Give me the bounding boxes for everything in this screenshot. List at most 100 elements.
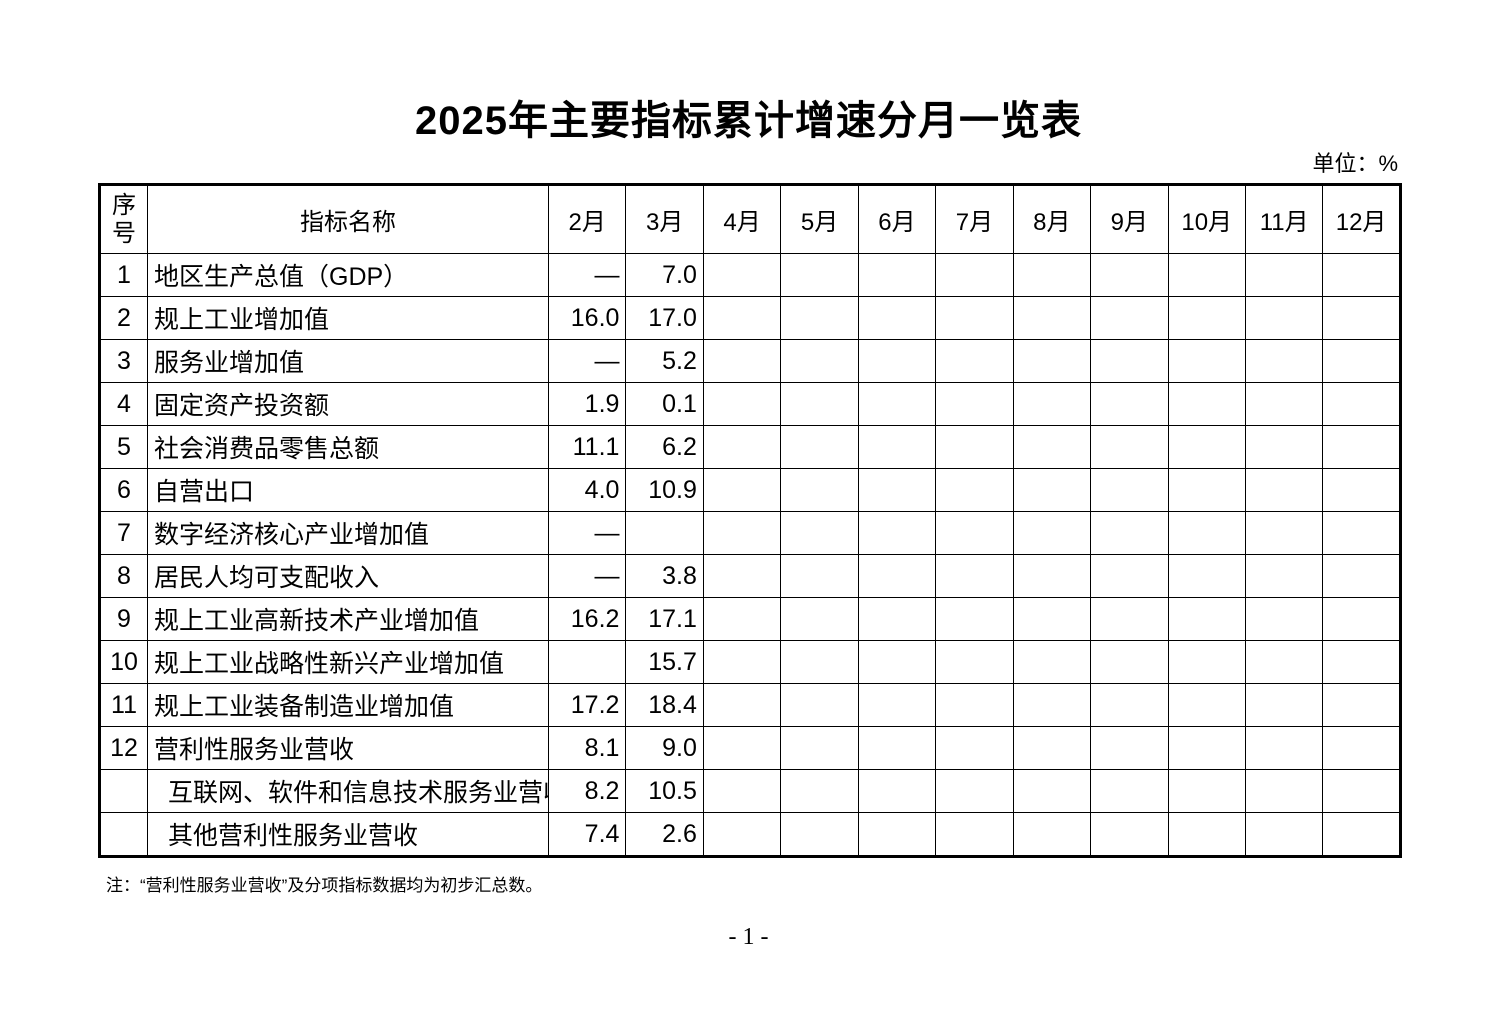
- header-name: 指标名称: [147, 184, 549, 254]
- row-value-empty: [1244, 812, 1324, 857]
- header-month: 6月: [857, 184, 937, 254]
- row-value: 6.2: [625, 425, 704, 469]
- table-row: 12 营利性服务业营收 8.1 9.0: [99, 726, 1401, 770]
- row-value-empty: [780, 812, 859, 857]
- row-value-empty: [1322, 683, 1401, 727]
- row-value-empty: [780, 382, 859, 426]
- row-value-empty: [935, 468, 1014, 512]
- row-value-empty: [1167, 253, 1246, 297]
- row-value-empty: [1167, 382, 1246, 426]
- header-month: 7月: [935, 184, 1014, 254]
- row-value-empty: [702, 769, 782, 813]
- row-value-empty: [935, 726, 1014, 770]
- row-value-empty: [935, 425, 1014, 469]
- row-value-empty: [780, 597, 859, 641]
- row-value-empty: [780, 468, 859, 512]
- row-value-empty: [857, 726, 937, 770]
- row-value-empty: [1167, 597, 1246, 641]
- row-value-empty: [702, 511, 782, 555]
- row-seq: 3: [99, 339, 148, 383]
- row-value-empty: [1322, 726, 1401, 770]
- row-value-empty: [935, 296, 1014, 340]
- row-value-empty: [857, 253, 937, 297]
- row-value-empty: [1322, 339, 1401, 383]
- row-value: 16.0: [547, 296, 627, 340]
- row-value-empty: [1322, 468, 1401, 512]
- table-row: 4 固定资产投资额 1.9 0.1: [99, 382, 1401, 426]
- row-value-empty: [1167, 726, 1246, 770]
- row-value-empty: [1244, 554, 1324, 598]
- row-value: 9.0: [625, 726, 704, 770]
- row-value-empty: [935, 683, 1014, 727]
- row-value-empty: [780, 769, 859, 813]
- row-indicator-name: 其他营利性服务业营收: [147, 812, 549, 857]
- row-value: —: [547, 339, 627, 383]
- row-value-empty: [1244, 253, 1324, 297]
- row-value-empty: [935, 253, 1014, 297]
- row-value-empty: [1322, 296, 1401, 340]
- row-value-empty: [1244, 597, 1324, 641]
- row-value-empty: [780, 425, 859, 469]
- row-seq: 6: [99, 468, 148, 512]
- row-seq: 11: [99, 683, 148, 727]
- table-row: 1 地区生产总值（GDP） —7.0: [99, 253, 1401, 297]
- row-value-empty: [780, 554, 859, 598]
- row-value: 18.4: [625, 683, 704, 727]
- row-value-empty: [857, 554, 937, 598]
- row-value: 7.0: [625, 253, 704, 297]
- row-value-empty: [1012, 425, 1092, 469]
- row-value: 10.5: [625, 769, 704, 813]
- row-value-empty: [935, 769, 1014, 813]
- row-value-empty: [857, 511, 937, 555]
- row-value-empty: [702, 468, 782, 512]
- header-month: 3月: [625, 184, 704, 254]
- row-indicator-name: 社会消费品零售总额: [147, 425, 549, 469]
- row-seq: 8: [99, 554, 148, 598]
- row-value-empty: [1012, 554, 1092, 598]
- row-value-empty: [702, 296, 782, 340]
- row-value-empty: [1090, 812, 1169, 857]
- row-value-empty: [1012, 640, 1092, 684]
- header-month: 9月: [1090, 184, 1169, 254]
- indicator-table: 序号 指标名称 2月 3月 4月 5月 6月 7月 8月 9月 10月 11月 12月 1 地区生产总值（…: [98, 183, 1402, 858]
- row-value-empty: [1322, 382, 1401, 426]
- table-row: 6 自营出口 4.0 10.9: [99, 468, 1401, 512]
- row-value-empty: [935, 597, 1014, 641]
- row-value-empty: [1244, 339, 1324, 383]
- row-value-empty: [1090, 425, 1169, 469]
- row-value: [547, 640, 627, 684]
- row-value-empty: [1322, 554, 1401, 598]
- row-value: 0.1: [625, 382, 704, 426]
- row-value-empty: [1244, 769, 1324, 813]
- row-value-empty: [1167, 812, 1246, 857]
- row-seq: 12: [99, 726, 148, 770]
- header-month: 10月: [1167, 184, 1246, 254]
- row-indicator-name: 规上工业高新技术产业增加值: [147, 597, 549, 641]
- row-seq: 7: [99, 511, 148, 555]
- row-value-empty: [1322, 597, 1401, 641]
- row-seq: 1: [99, 253, 148, 297]
- row-value-empty: [1244, 683, 1324, 727]
- row-value-empty: [780, 683, 859, 727]
- header-month: 2月: [547, 184, 627, 254]
- row-value-empty: [1244, 640, 1324, 684]
- row-value-empty: [857, 382, 937, 426]
- row-value-empty: [1012, 339, 1092, 383]
- row-value-empty: [857, 425, 937, 469]
- row-value-empty: [857, 597, 937, 641]
- row-value-empty: [1012, 769, 1092, 813]
- row-value-empty: [1090, 511, 1169, 555]
- row-indicator-name: 营利性服务业营收: [147, 726, 549, 770]
- row-value-empty: [1167, 554, 1246, 598]
- row-value-empty: [1090, 339, 1169, 383]
- row-value-empty: [857, 339, 937, 383]
- header-seq: 序号: [99, 184, 148, 254]
- row-value-empty: [857, 769, 937, 813]
- row-indicator-name: 规上工业战略性新兴产业增加值: [147, 640, 549, 684]
- row-value-empty: [1322, 511, 1401, 555]
- row-value-empty: [1012, 597, 1092, 641]
- row-value-empty: [1012, 511, 1092, 555]
- row-value-empty: [1012, 812, 1092, 857]
- row-value-empty: [1167, 339, 1246, 383]
- row-value-empty: [1090, 253, 1169, 297]
